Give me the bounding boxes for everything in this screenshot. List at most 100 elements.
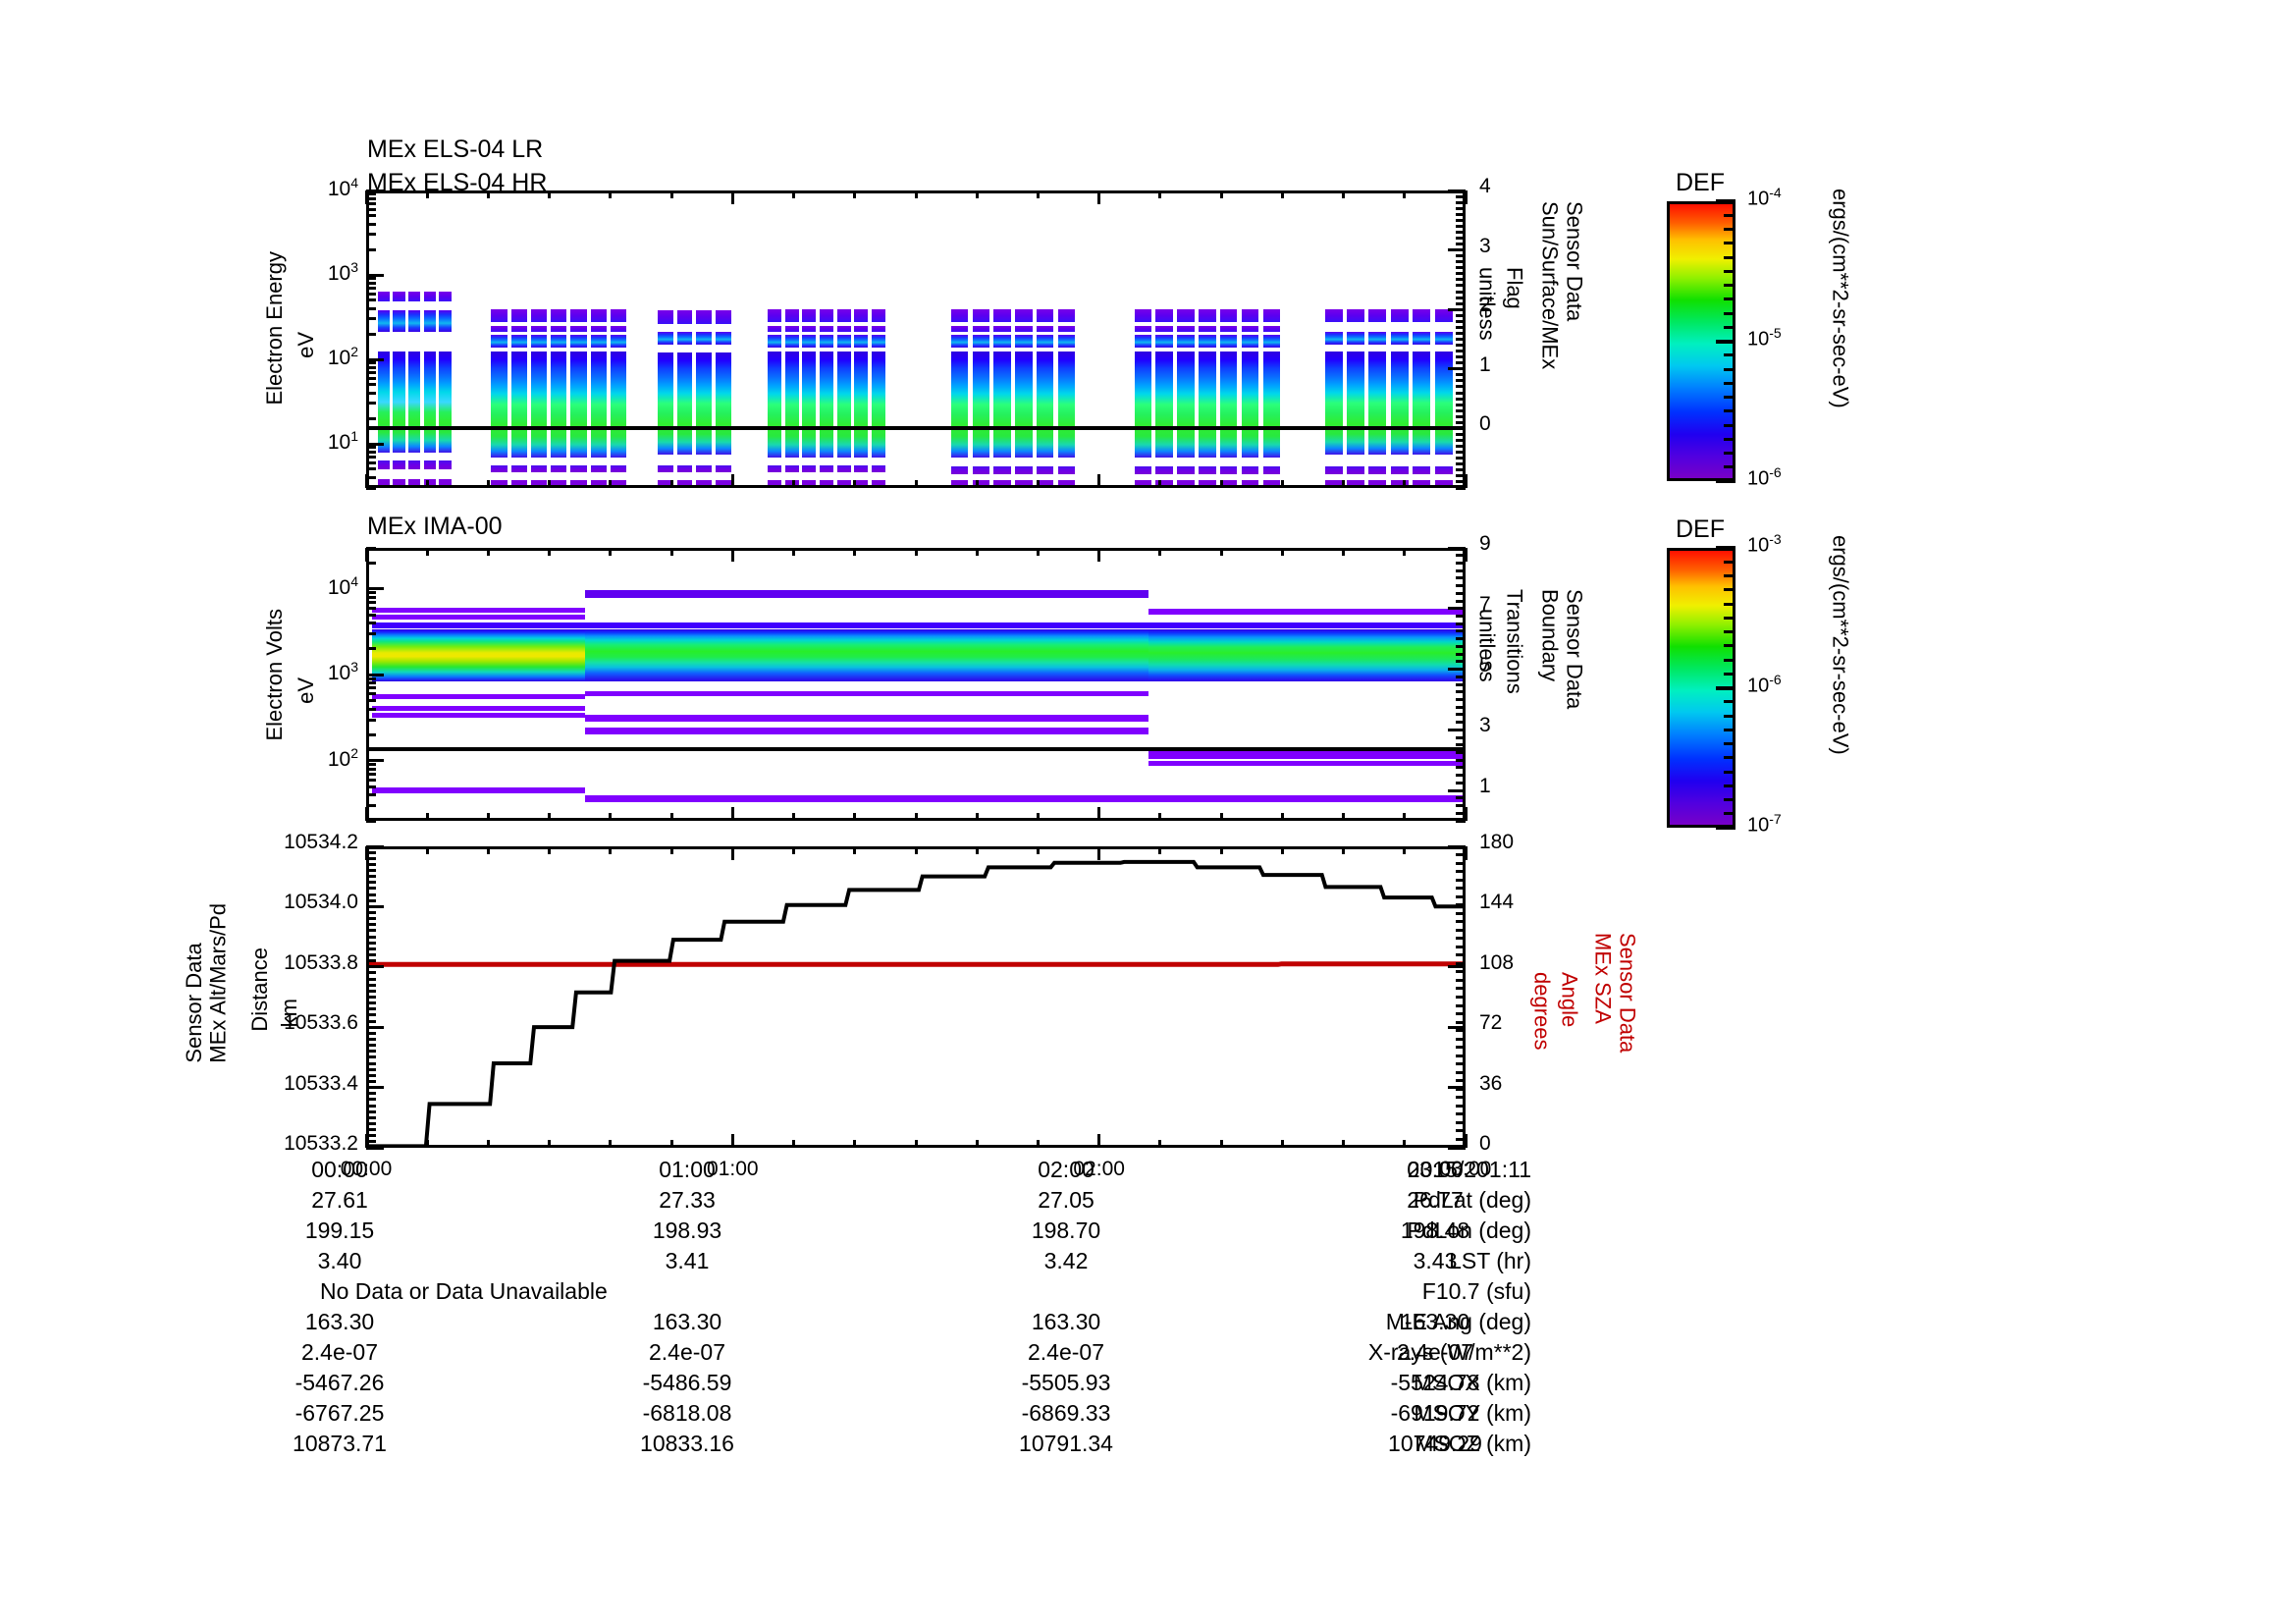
axis-tick-label: 10-6 (1747, 671, 1782, 697)
tick-mark (730, 548, 734, 562)
axis-tick-label: 3 (1479, 714, 1491, 737)
tick-mark (1456, 408, 1466, 412)
tick-mark (366, 947, 376, 950)
spectrogram-column (1368, 196, 1387, 485)
tick-mark (425, 846, 429, 854)
tick-mark (1456, 260, 1466, 264)
ephemeris-value: -6767.25 (294, 1400, 385, 1426)
spectrogram-cell (1134, 334, 1152, 348)
tick-mark (853, 813, 857, 821)
tick-mark (1280, 190, 1284, 198)
tick-mark (366, 281, 376, 285)
tick-mark (1097, 548, 1101, 562)
tick-mark (1456, 728, 1466, 731)
tick-mark (1456, 420, 1466, 424)
tick-mark (1448, 1086, 1466, 1090)
ima-right-axis-units: unitless (1474, 609, 1500, 682)
tick-mark (1219, 548, 1223, 556)
spectrogram-cell (491, 326, 507, 333)
tick-mark (1724, 213, 1735, 217)
tick-mark (1724, 423, 1735, 427)
spectrogram-cell (836, 480, 851, 485)
tick-mark (1158, 846, 1162, 854)
spectrogram-cell (716, 310, 731, 324)
spectrogram-column (854, 196, 869, 485)
spectrogram-column (1413, 196, 1431, 485)
tick-mark (1456, 432, 1466, 436)
colorbar-els-title: DEF (1676, 169, 1725, 196)
tick-mark (1464, 807, 1468, 821)
tick-mark (914, 480, 918, 488)
spectrogram-cell (1347, 332, 1364, 346)
spectrogram-cell (1057, 480, 1076, 485)
tick-mark (914, 813, 918, 821)
sza-right-axis-title: Sensor Data MEx SZA (1590, 933, 1640, 1054)
ephemeris-value: 163.30 (1400, 1309, 1470, 1334)
spectrogram-cell (1199, 480, 1216, 485)
tick-mark (1724, 340, 1735, 343)
spectrogram-cell (377, 292, 391, 301)
spectrogram-cell (407, 460, 421, 470)
sza-right-axis-sub: Angle (1557, 972, 1582, 1028)
tick-mark (366, 676, 376, 680)
spectrogram-column (491, 196, 507, 485)
tick-mark (669, 846, 673, 854)
ima-energy-band (372, 694, 585, 700)
spectrogram-column (1262, 196, 1281, 485)
tick-mark (366, 455, 376, 459)
tick-mark (366, 402, 376, 406)
tick-mark (1456, 243, 1466, 246)
spectrogram-cell (784, 465, 799, 473)
tick-mark (366, 983, 376, 987)
axis-tick-label: 144 (1479, 891, 1515, 914)
tick-mark (486, 190, 490, 198)
axis-tick-label: 5 (1479, 653, 1491, 676)
spectrogram-cell-main (1241, 351, 1259, 458)
spectrogram-cell (1241, 309, 1259, 323)
spectrogram-cell (570, 334, 587, 348)
tick-mark (669, 813, 673, 821)
spectrogram-cell-main (658, 352, 673, 456)
spectrogram-cell-main (716, 352, 731, 456)
x-tick-label-0200: 02:00 (1073, 1158, 1125, 1180)
tick-mark (366, 692, 376, 696)
tick-mark (1456, 1054, 1466, 1057)
tick-mark (366, 606, 376, 610)
tick-mark (1456, 945, 1466, 948)
tick-mark (366, 819, 376, 823)
sza-right-axis-units: degrees (1529, 972, 1555, 1051)
tick-mark (366, 1134, 376, 1138)
tick-mark (366, 804, 376, 808)
spectrogram-cell (1241, 480, 1259, 485)
ephemeris-time-header: 03:00 (1407, 1157, 1464, 1182)
ima-right-axis-sub: Transitions (1502, 589, 1527, 694)
tick-mark (425, 1140, 429, 1148)
tick-mark (1456, 344, 1466, 348)
spectrogram-cell (854, 325, 869, 333)
spectrogram-cell (1368, 480, 1387, 485)
els-right-axis-title: Sensor Data Sun/Surface/MEx (1537, 201, 1587, 370)
spectrogram-cell (854, 309, 869, 323)
spectrogram-column (1347, 196, 1364, 485)
ephemeris-row-label: LST (hr) (1449, 1248, 1531, 1273)
spectrogram-cell (658, 465, 673, 473)
axis-tick-label: 101 (327, 428, 358, 455)
tick-mark (1219, 813, 1223, 821)
tick-mark (1403, 190, 1407, 198)
tick-mark (1724, 325, 1735, 329)
spectrogram-cell (1413, 480, 1431, 485)
axis-tick-label: 10-5 (1747, 324, 1782, 351)
tick-mark (1456, 953, 1466, 957)
spectrogram-cell (1390, 480, 1409, 485)
tick-mark (1456, 987, 1466, 991)
tick-mark (1448, 904, 1466, 908)
ephemeris-value: 163.30 (652, 1309, 722, 1334)
tick-mark (366, 298, 376, 302)
spectrogram-cell (1220, 334, 1238, 348)
spectrogram-cell (610, 480, 627, 485)
tick-mark (366, 632, 376, 636)
spectrogram-cell-main (1015, 351, 1033, 458)
tick-mark (366, 446, 376, 450)
tick-mark (1456, 644, 1466, 648)
ephemeris-value: 2.4e-07 (648, 1339, 725, 1365)
